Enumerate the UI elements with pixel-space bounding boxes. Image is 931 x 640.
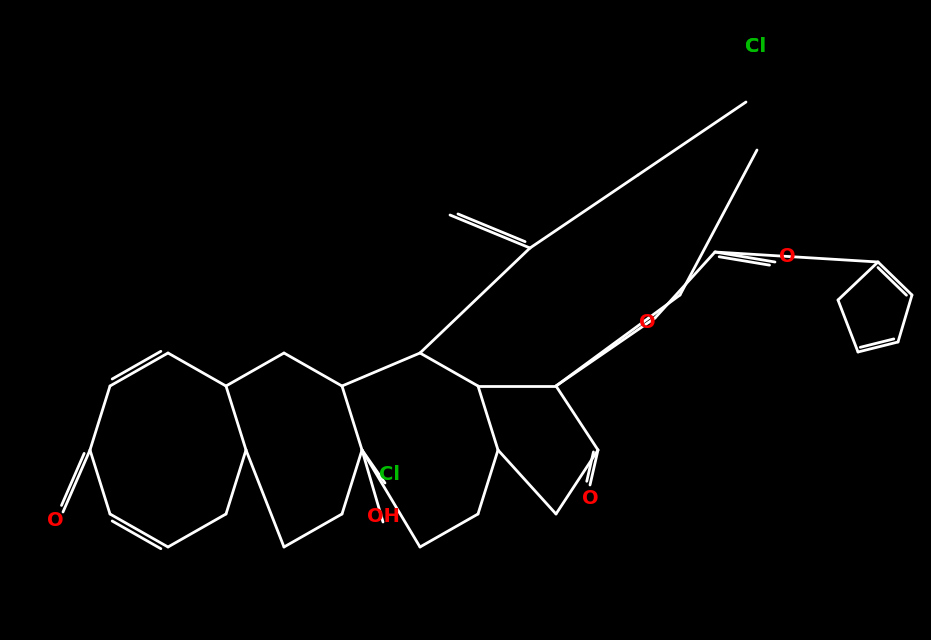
Text: O: O — [778, 248, 795, 266]
Text: Cl: Cl — [380, 465, 400, 484]
Text: OH: OH — [367, 508, 399, 527]
Text: Cl: Cl — [746, 38, 766, 56]
Text: O: O — [582, 488, 599, 508]
Text: Cl: Cl — [746, 38, 766, 56]
Text: O: O — [47, 511, 63, 529]
Text: O: O — [639, 314, 655, 333]
